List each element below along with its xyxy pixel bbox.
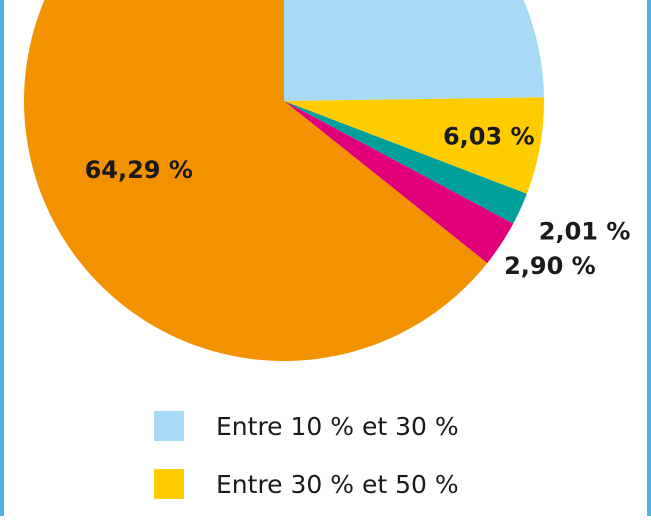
pie-slice [284,101,514,264]
pie-slice [24,0,488,361]
frame-left-border [0,0,4,516]
legend-item: Entre 30 % et 50 % [154,462,459,506]
legend-swatch [154,469,184,499]
legend-item: Entre 10 % et 30 % [154,404,459,448]
slice-data-label: 64,29 % [85,156,193,184]
pie-slice [284,101,527,224]
chart-legend: Entre 10 % et 30 % Entre 30 % et 50 % [154,404,459,520]
pie-chart: 24,78 %6,03 %2,01 %2,90 %64,29 % [24,0,631,361]
slice-data-label: 2,90 % [504,252,596,280]
legend-label: Entre 10 % et 30 % [216,411,459,441]
pie-slice [284,0,544,101]
slice-data-label: 6,03 % [443,122,535,150]
pie-slice [284,97,544,194]
frame-right-border [647,0,651,516]
legend-swatch [154,411,184,441]
slice-data-label: 2,01 % [539,218,631,246]
legend-label: Entre 30 % et 50 % [216,469,459,499]
